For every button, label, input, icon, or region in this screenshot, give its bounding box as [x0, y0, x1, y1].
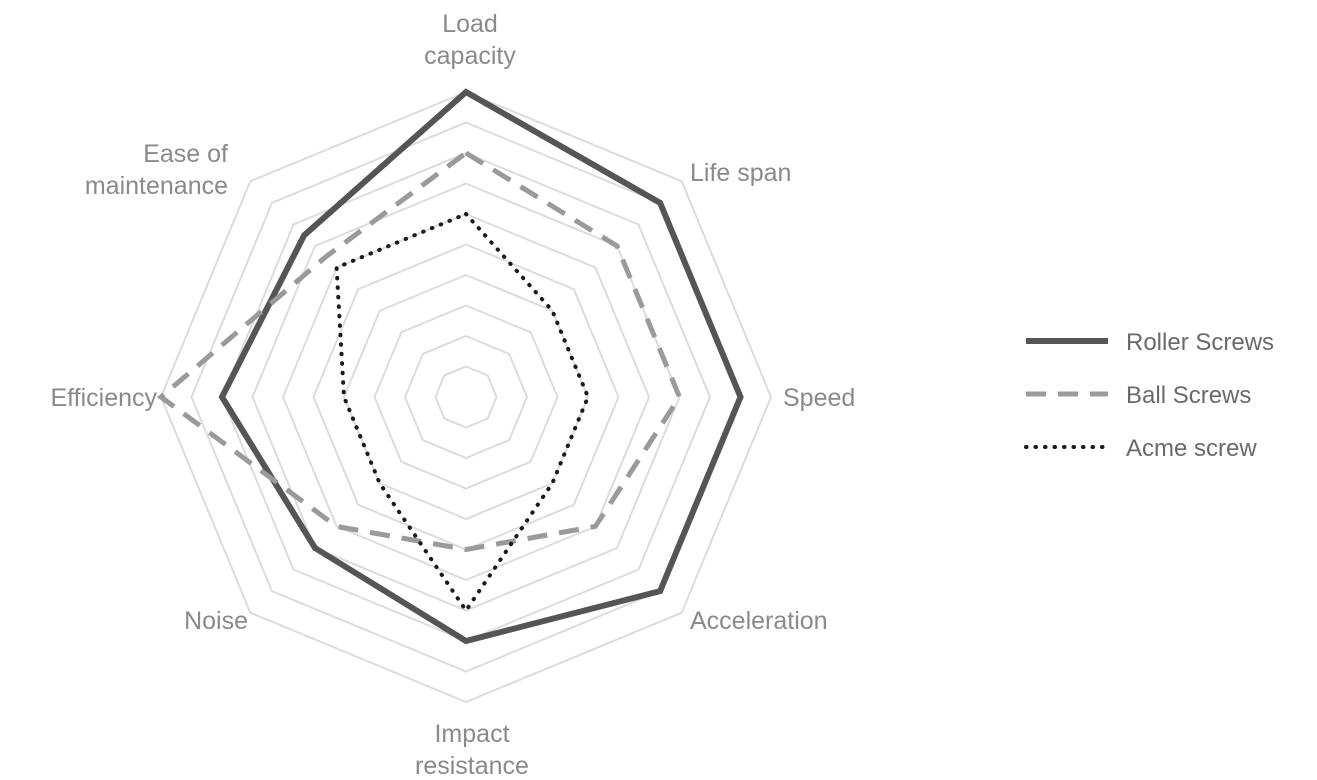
grid-ring-6 [281, 212, 651, 582]
axis-label-line: maintenance [85, 172, 228, 200]
grid-ring-10 [159, 90, 773, 704]
axis-label-load-capacity: Load capacity [424, 10, 516, 70]
radar-grid [159, 90, 773, 704]
axis-label-line: Load [442, 10, 498, 38]
axis-label-acceleration: Acceleration [690, 607, 828, 635]
axis-label-line: Life span [690, 159, 791, 187]
series-ball-screws [156, 149, 683, 553]
series-roller-screws [218, 88, 744, 645]
axis-label-line: resistance [415, 752, 529, 780]
axis-label-line: Impact [434, 720, 509, 748]
radar-axis-labels: Load capacity Life span Speed Acceleration Im… [50, 10, 855, 780]
axis-label-line: capacity [424, 42, 516, 70]
axis-label-impact-resistance: Impact resistance [415, 720, 529, 780]
legend-label: Roller Screws [1126, 329, 1274, 356]
legend-label: Ball Screws [1126, 382, 1251, 409]
axis-label-line: Efficiency [50, 384, 157, 412]
axis-label-speed: Speed [783, 384, 855, 412]
legend: Roller Screws Ball Screws Acme screw [1024, 329, 1274, 462]
legend-label: Acme screw [1126, 435, 1257, 462]
axis-label-life-span: Life span [690, 159, 791, 187]
grid-ring-5 [312, 243, 620, 551]
axis-label-line: Speed [783, 384, 855, 412]
legend-item-roller-screws: Roller Screws [1026, 329, 1274, 356]
grid-ring-3 [373, 304, 559, 490]
radar-series [156, 88, 744, 645]
legend-item-ball-screws: Ball Screws [1026, 382, 1251, 409]
legend-item-acme-screw: Acme screw [1024, 435, 1257, 462]
grid-ring-4 [342, 273, 590, 521]
axis-label-line: Noise [184, 607, 248, 635]
axis-label-noise: Noise [184, 607, 248, 635]
axis-label-ease-of-maintenance: Ease of maintenance [85, 140, 228, 200]
grid-ring-2 [403, 334, 529, 460]
grid-ring-8 [220, 151, 712, 643]
axis-label-efficiency: Efficiency [50, 384, 157, 412]
series-acme-screw [334, 211, 591, 615]
grid-ring-1 [434, 365, 498, 429]
axis-label-line: Acceleration [690, 607, 828, 635]
axis-label-line: Ease of [143, 140, 228, 168]
